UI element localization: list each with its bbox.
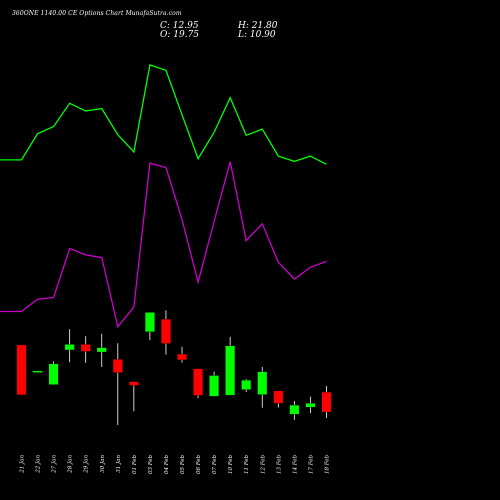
candle-body: [257, 371, 268, 395]
candle-body: [193, 368, 203, 396]
ohlc-high-low: H: 21.80 L: 10.90: [238, 22, 278, 40]
candle-body: [48, 363, 59, 385]
candle-body: [16, 344, 27, 396]
x-tick-label: 13 Feb: [276, 455, 282, 475]
x-tick-label: 07 Feb: [212, 455, 218, 475]
x-tick-label: 28 Jan: [68, 455, 74, 474]
candle-body: [96, 347, 107, 353]
candle-body: [177, 353, 187, 361]
x-tick-label: 06 Feb: [196, 455, 202, 475]
x-tick-label: 31 Jan: [116, 455, 122, 473]
candle-body: [80, 344, 91, 352]
x-tick-label: 29 Jan: [84, 455, 90, 474]
upper-indicator-line: [0, 64, 327, 165]
x-tick-label: 11 Feb: [244, 455, 250, 475]
open-value: O: 19.75: [160, 30, 200, 40]
candle-body: [144, 312, 155, 332]
x-tick-label: 27 Jan: [52, 455, 58, 474]
x-tick-label: 12 Feb: [260, 455, 266, 475]
x-tick-label: 30 Jan: [100, 455, 106, 473]
x-tick-label: 10 Feb: [228, 455, 234, 475]
x-tick-label: 21 Jan: [20, 455, 26, 474]
candle-body: [128, 381, 139, 386]
candle-body: [64, 344, 75, 351]
close-value: C: 12.95: [160, 21, 199, 31]
x-tick-label: 01 Feb: [132, 455, 138, 475]
candle-body: [321, 391, 332, 413]
x-tick-label: 17 Feb: [308, 455, 314, 475]
candle-body: [161, 319, 171, 344]
lower-indicator-line: [0, 161, 327, 329]
x-tick-label: 14 Feb: [292, 455, 298, 475]
x-tick-label: 18 Feb: [324, 455, 330, 475]
candle-body: [241, 380, 252, 390]
candle-body: [225, 345, 236, 396]
chart-title: 360ONE 1140.00 CE Options Chart MunafaSu…: [12, 10, 182, 17]
candle-body: [273, 390, 284, 404]
candle-body: [209, 375, 220, 397]
x-tick-label: 05 Feb: [180, 455, 186, 475]
low-value: L: 10.90: [238, 30, 276, 40]
high-value: H: 21.80: [238, 21, 278, 31]
candle-body: [112, 359, 123, 373]
ohlc-open-close: C: 12.95 O: 19.75: [160, 22, 199, 40]
candle-body: [32, 370, 43, 373]
candle-body: [289, 404, 300, 415]
x-tick-label: 03 Feb: [148, 455, 154, 475]
candle-body: [305, 403, 316, 408]
x-tick-label: 22 Jan: [36, 455, 42, 474]
x-tick-label: 04 Feb: [164, 455, 170, 475]
